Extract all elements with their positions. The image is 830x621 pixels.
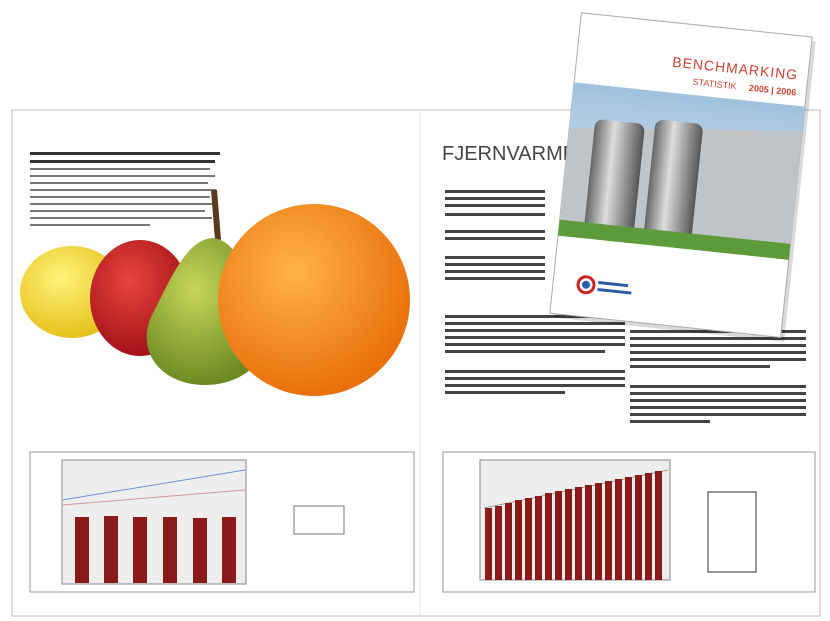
brochure-scene: FJERNVARME: [0, 0, 830, 621]
left-chart: [30, 452, 414, 592]
spread-title: FJERNVARME: [442, 143, 576, 165]
right-chart: [443, 452, 815, 592]
cover: BENCHMARKING STATISTIK 2005 | 2006: [549, 13, 816, 342]
